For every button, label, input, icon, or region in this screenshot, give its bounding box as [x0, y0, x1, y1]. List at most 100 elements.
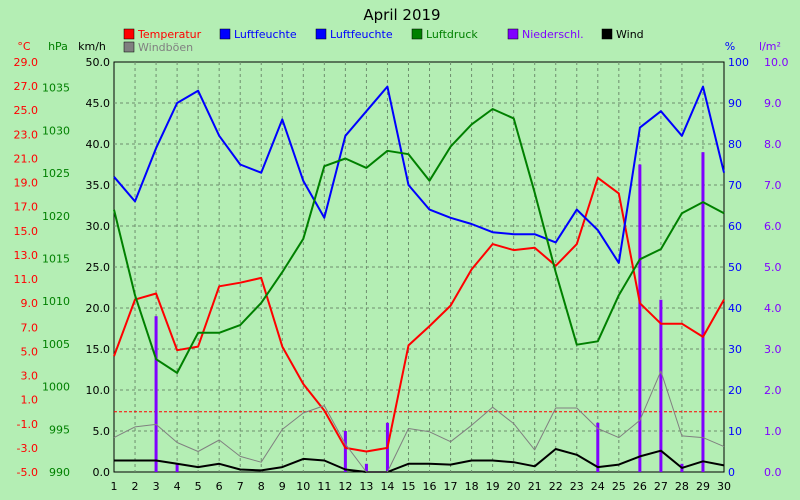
series-line-luftdruck	[113, 108, 725, 374]
axis-unit-rain: l/m²	[759, 40, 781, 53]
legend-label: Wind	[616, 28, 644, 41]
legend-swatch	[411, 28, 423, 40]
legend-label: Luftfeuchte	[330, 28, 393, 41]
y-tick-label-rain: 1.0	[764, 425, 782, 438]
series-line-luftfeuchte	[113, 85, 725, 264]
y-tick-label-hum: 50	[728, 261, 742, 274]
y-tick-label-hum: 100	[728, 56, 749, 69]
y-tick-label-speed: 40.0	[86, 138, 111, 151]
y-tick-label-temp: 25.0	[14, 104, 39, 117]
legend-label: Luftdruck	[426, 28, 478, 41]
series-line-temperatur	[113, 176, 725, 453]
legend-label: Niederschl.	[522, 28, 584, 41]
x-tick-label: 6	[216, 480, 223, 493]
y-tick-label-hum: 60	[728, 220, 742, 233]
y-tick-label-hum: 0	[728, 466, 735, 479]
y-tick-label-rain: 10.0	[764, 56, 789, 69]
x-tick-label: 25	[612, 480, 626, 493]
x-tick-label: 15	[401, 480, 415, 493]
y-tick-label-speed: 5.0	[93, 425, 111, 438]
x-tick-label: 9	[279, 480, 286, 493]
legend-swatch	[219, 28, 231, 40]
series-lines	[113, 85, 725, 473]
y-tick-label-temp: 9.0	[21, 297, 39, 310]
y-tick-label-rain: 3.0	[764, 343, 782, 356]
y-tick-label-temp: 3.0	[21, 370, 39, 383]
y-tick-label-speed: 50.0	[86, 56, 111, 69]
y-tick-label-temp: 1.0	[21, 394, 39, 407]
y-tick-label-press: 995	[49, 423, 70, 436]
y-tick-label-temp: 29.0	[14, 56, 39, 69]
x-tick-label: 8	[258, 480, 265, 493]
y-tick-label-speed: 30.0	[86, 220, 111, 233]
y-tick-label-rain: 9.0	[764, 97, 782, 110]
x-tick-label: 18	[465, 480, 479, 493]
y-tick-label-temp: 27.0	[14, 80, 39, 93]
y-tick-label-hum: 20	[728, 384, 742, 397]
precipitation-bar	[154, 316, 158, 472]
series-line-windboeen	[113, 370, 725, 473]
legend-swatch	[123, 41, 135, 53]
legend-label: Temperatur	[137, 28, 202, 41]
legend-label: Luftfeuchte	[234, 28, 297, 41]
axis-units: °C hPa km/h% l/m²	[17, 40, 781, 53]
precipitation-bar	[701, 152, 705, 472]
x-tick-label: 24	[591, 480, 605, 493]
precipitation-bar	[175, 463, 179, 472]
x-tick-label: 11	[317, 480, 331, 493]
y-tick-label-hum: 40	[728, 302, 742, 315]
precipitation-bar	[364, 463, 368, 472]
y-tick-label-press: 1015	[42, 252, 70, 265]
x-tick-label: 20	[507, 480, 521, 493]
x-tick-label: 14	[380, 480, 394, 493]
y-tick-label-rain: 7.0	[764, 179, 782, 192]
precipitation-bar	[343, 431, 347, 472]
x-tick-label: 21	[528, 480, 542, 493]
y-tick-label-press: 1010	[42, 295, 70, 308]
x-tick-label: 2	[132, 480, 139, 493]
x-tick-label: 12	[338, 480, 352, 493]
y-tick-label-speed: 15.0	[86, 343, 111, 356]
y-tick-label-temp: 15.0	[14, 225, 39, 238]
y-tick-label-hum: 30	[728, 343, 742, 356]
y-tick-label-rain: 6.0	[764, 220, 782, 233]
x-tick-label: 7	[237, 480, 244, 493]
x-tick-label: 22	[549, 480, 563, 493]
y-tick-label-hum: 10	[728, 425, 742, 438]
y-tick-label-rain: 5.0	[764, 261, 782, 274]
legend-swatch	[123, 28, 135, 40]
y-tick-label-temp: 5.0	[21, 345, 39, 358]
y-axis-ticks: 29.0 27.0 25.0 23.0 21.0 19.0 17.0 15.0 13.0 11.0…	[14, 56, 789, 479]
y-tick-label-speed: 0.0	[93, 466, 111, 479]
axis-unit-speed: km/h	[78, 40, 106, 53]
legend-label: Windböen	[138, 41, 193, 54]
y-tick-label-speed: 35.0	[86, 179, 111, 192]
y-tick-label-temp: -3.0	[17, 442, 38, 455]
y-tick-label-temp: 7.0	[21, 321, 39, 334]
x-tick-label: 19	[486, 480, 500, 493]
y-tick-label-rain: 4.0	[764, 302, 782, 315]
y-tick-label-rain: 0.0	[764, 466, 782, 479]
y-tick-label-hum: 80	[728, 138, 742, 151]
series-line-wind	[114, 448, 725, 473]
x-tick-label: 1	[111, 480, 118, 493]
y-tick-label-temp: -1.0	[17, 418, 38, 431]
y-tick-label-temp: -5.0	[17, 466, 38, 479]
y-tick-label-press: 1020	[42, 210, 70, 223]
x-tick-label: 27	[654, 480, 668, 493]
precipitation-bar	[596, 422, 600, 472]
chart-title: April 2019	[363, 6, 440, 24]
legend-swatch	[315, 28, 327, 40]
y-tick-label-speed: 45.0	[86, 97, 111, 110]
x-tick-label: 23	[570, 480, 584, 493]
precipitation-bar	[659, 299, 663, 472]
chart-grid	[114, 62, 724, 472]
x-tick-label: 26	[633, 480, 647, 493]
y-tick-label-press: 990	[49, 466, 70, 479]
legend-swatch	[507, 28, 519, 40]
y-tick-label-speed: 10.0	[86, 384, 111, 397]
x-tick-label: 29	[696, 480, 710, 493]
x-tick-label: 13	[359, 480, 373, 493]
y-tick-label-press: 1035	[42, 82, 70, 95]
